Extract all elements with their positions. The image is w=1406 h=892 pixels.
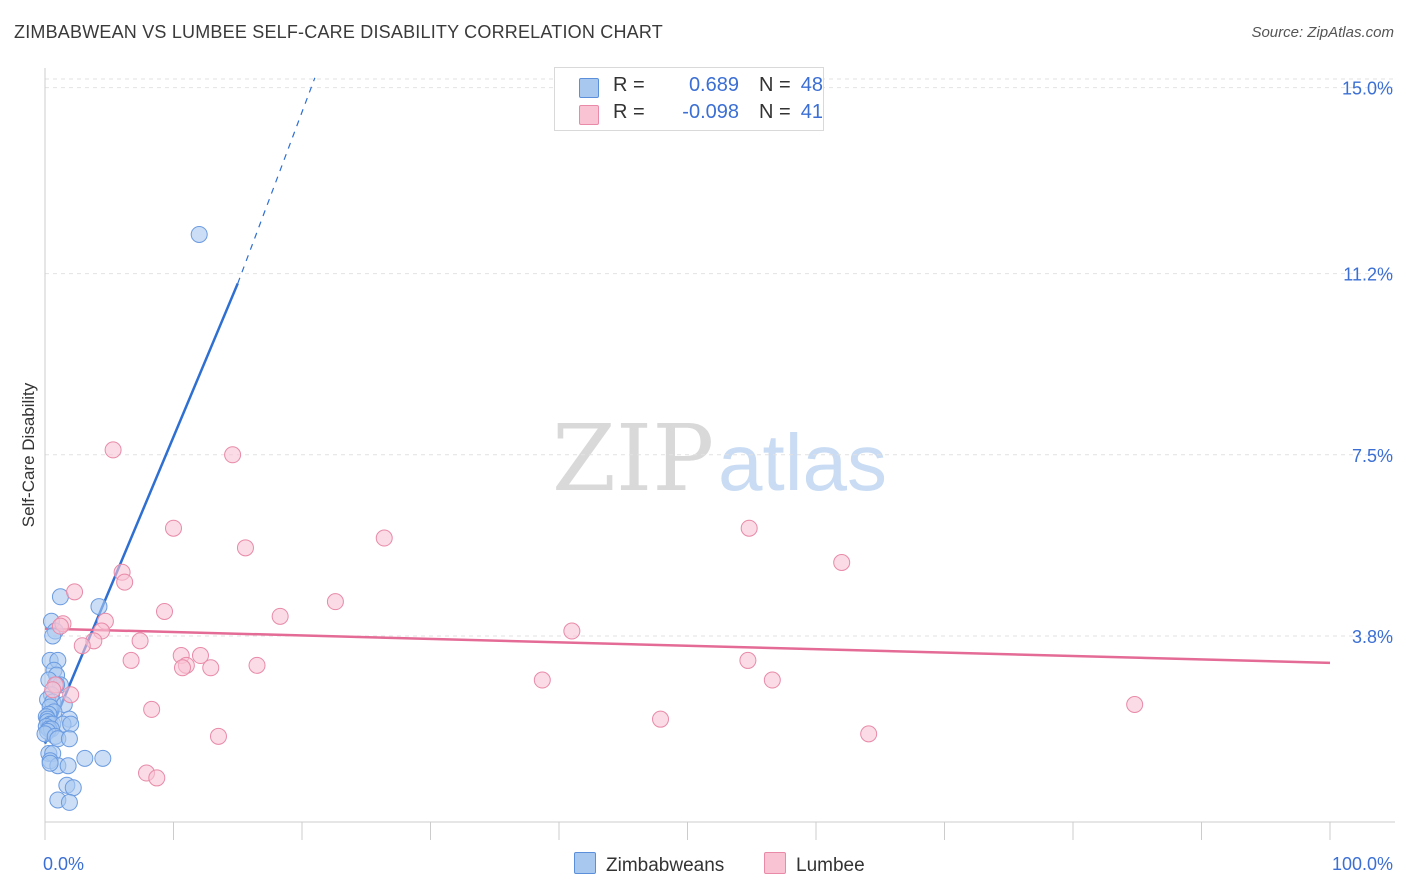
- y-tick-label: 11.2%: [1343, 265, 1393, 285]
- lumbee-point: [833, 554, 851, 572]
- lumbee-point: [763, 671, 781, 689]
- zimbabweans-point: [60, 793, 78, 811]
- lumbee-point: [236, 539, 254, 557]
- data-points: [36, 225, 1144, 811]
- source-label: Source: ZipAtlas.com: [1251, 24, 1394, 41]
- legend-item-lumbee: Lumbee: [764, 852, 865, 877]
- zimbabweans-point: [41, 754, 59, 772]
- chart-title: ZIMBABWEAN VS LUMBEE SELF-CARE DISABILIT…: [14, 22, 663, 42]
- lumbee-point: [62, 686, 80, 704]
- lumbee-point: [740, 519, 758, 537]
- legend-item-zimbabweans: Zimbabweans: [574, 852, 724, 877]
- x-tick-label: 100.0%: [1332, 854, 1393, 874]
- lumbee-point: [143, 700, 161, 718]
- y-tick-label: 3.8%: [1352, 627, 1393, 647]
- lumbee-point: [224, 446, 242, 464]
- zimbabweans-point: [51, 588, 69, 606]
- zimbabweans-trendline: [43, 282, 239, 745]
- zimbabweans-point: [64, 779, 82, 797]
- n-value: 41: [800, 101, 823, 123]
- correlation-legend: R = 0.689 N = 48 R = -0.098 N = 41: [554, 67, 824, 131]
- lumbee-point: [652, 710, 670, 728]
- lumbee-point: [533, 671, 551, 689]
- lumbee-legend-swatch: [764, 852, 786, 874]
- lumbee-point: [248, 656, 266, 674]
- lumbee-swatch: [579, 105, 599, 125]
- n-value: 48: [800, 74, 823, 96]
- y-axis-label: Self-Care Disability: [19, 382, 38, 527]
- r-label: R =: [613, 74, 645, 96]
- y-tick-label: 15.0%: [1342, 79, 1393, 99]
- lumbee-point: [131, 632, 149, 650]
- lumbee-point: [375, 529, 393, 547]
- y-tick-label: 7.5%: [1352, 446, 1393, 466]
- lumbee-point: [156, 602, 174, 620]
- lumbee-point: [326, 593, 344, 611]
- zimbabweans-point: [190, 225, 208, 243]
- lumbee-point: [116, 573, 134, 591]
- zimbabweans-swatch: [579, 78, 599, 98]
- zimbabweans-point: [76, 749, 94, 767]
- lumbee-point: [202, 659, 220, 677]
- lumbee-point: [271, 607, 289, 625]
- lumbee-point: [44, 681, 62, 699]
- zimbabweans-point: [94, 749, 112, 767]
- watermark-atlas: atlas: [718, 418, 887, 507]
- lumbee-point: [860, 725, 878, 743]
- lumbee-point: [51, 617, 69, 635]
- zimbabweans-point: [62, 715, 80, 733]
- lumbee-point: [104, 441, 122, 459]
- r-label: R =: [613, 101, 645, 123]
- watermark-zip: ZIP: [552, 405, 714, 512]
- lumbee-point: [122, 651, 140, 669]
- lumbee-point: [148, 769, 166, 787]
- x-tick-label: 0.0%: [43, 854, 84, 874]
- zimbabweans-point: [59, 757, 77, 775]
- lumbee-point: [173, 659, 191, 677]
- r-value: -0.098: [682, 101, 739, 123]
- lumbee-point: [1126, 695, 1144, 713]
- lumbee-point: [165, 519, 182, 537]
- lumbee-point: [209, 727, 227, 745]
- lumbee-trendline: [44, 627, 1331, 665]
- zimbabweans-trendline-extension: [237, 77, 316, 284]
- lumbee-point: [73, 637, 91, 655]
- n-label: N =: [759, 74, 791, 96]
- zimbabweans-point: [60, 730, 78, 748]
- lumbee-point: [739, 651, 757, 669]
- lumbee-legend-label: Lumbee: [796, 855, 865, 876]
- lumbee-point: [191, 647, 209, 665]
- lumbee-point: [66, 583, 84, 601]
- n-label: N =: [759, 101, 791, 123]
- r-value: 0.689: [688, 74, 739, 96]
- trendlines: [43, 77, 1331, 745]
- zimbabweans-point: [90, 598, 108, 616]
- zimbabweans-legend-swatch: [574, 852, 596, 874]
- axes: [44, 68, 1395, 840]
- tick-labels: 15.0% 11.2% 7.5% 3.8% 0.0% 100.0%: [43, 79, 1393, 874]
- zimbabweans-legend-label: Zimbabweans: [606, 855, 725, 876]
- lumbee-point: [563, 622, 581, 640]
